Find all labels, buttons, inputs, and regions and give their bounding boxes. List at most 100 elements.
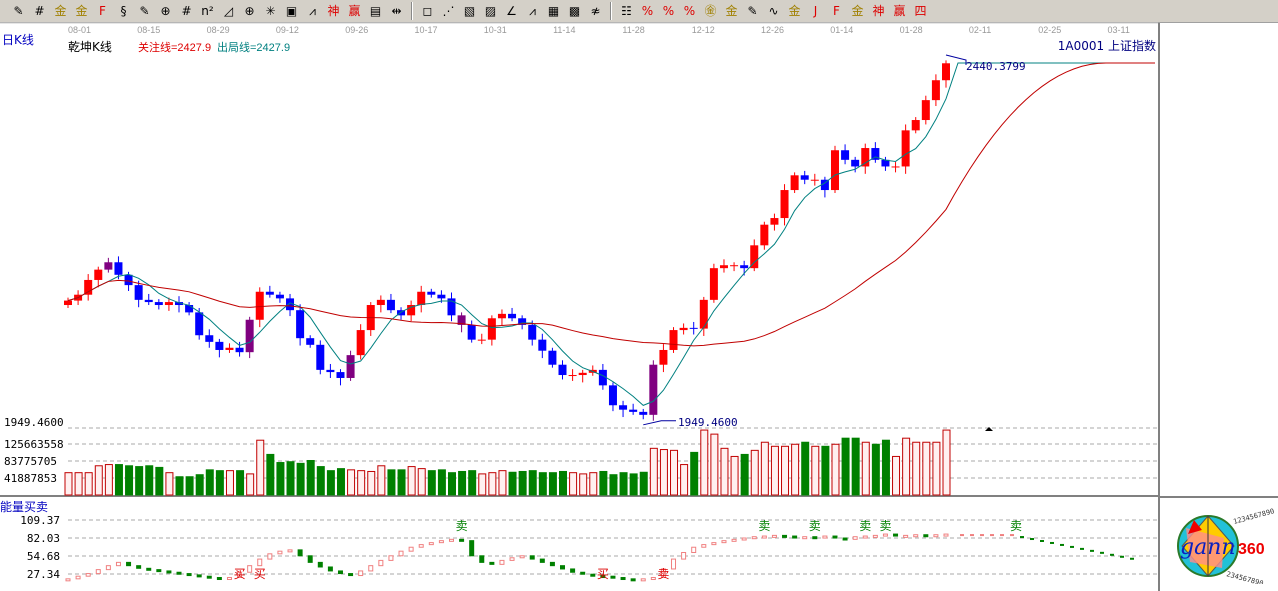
indicator-bar bbox=[741, 537, 747, 541]
indicator-axis-label: 27.34 bbox=[27, 568, 60, 581]
indicator-bar bbox=[903, 534, 909, 538]
volume-bar bbox=[114, 464, 123, 496]
gold-box-icon[interactable]: 金 bbox=[788, 4, 801, 18]
gold-coin-icon[interactable]: ㊎ bbox=[704, 4, 717, 18]
percent-lines-icon[interactable]: % bbox=[683, 4, 696, 18]
candle-body bbox=[709, 268, 718, 300]
indicator-bar bbox=[257, 558, 263, 567]
indicator-bar bbox=[388, 555, 394, 561]
pen-icon[interactable]: ✎ bbox=[13, 4, 24, 18]
volume-bar bbox=[730, 455, 739, 496]
indicator-projection bbox=[1030, 538, 1034, 541]
volume-bar bbox=[599, 470, 608, 496]
percent-icon[interactable]: % bbox=[662, 4, 675, 18]
square-star-icon[interactable]: ▣ bbox=[285, 4, 298, 18]
gold-fan-icon[interactable]: 金 bbox=[851, 4, 864, 18]
circle-grid-icon[interactable]: ⊕ bbox=[160, 4, 171, 18]
indicator-projection bbox=[1090, 549, 1094, 552]
pen2-icon[interactable]: ✎ bbox=[139, 4, 150, 18]
indicator-bar bbox=[146, 567, 152, 571]
sine-icon[interactable]: ∿ bbox=[768, 4, 779, 18]
ying-fan-icon[interactable]: 赢 bbox=[893, 4, 906, 18]
spiral-icon[interactable]: § bbox=[120, 4, 127, 18]
grid-square2-icon[interactable]: ▩ bbox=[568, 4, 581, 18]
shen-fan-icon[interactable]: 神 bbox=[872, 4, 885, 18]
toolbar: ✎ # 金金 F § ✎ ⊕ # n² ◿ ⊕ ✳ ▣ ⩘ 神赢 ▤ ⇹ ◻ ⋰ ▧ ▨ ∠ ⩘ ▦ ▩ ≉ ☷%%% ㊎金 ✎ ∿ 金 J F… bbox=[0, 0, 1278, 23]
width-icon[interactable]: ⇹ bbox=[391, 4, 402, 18]
candle-body bbox=[810, 179, 819, 181]
chart-canvas[interactable]: 2440.3799 1949.4600 1949.4600 125663558 8377… bbox=[0, 0, 1158, 591]
indicator-bar bbox=[267, 553, 273, 560]
candle-body bbox=[346, 355, 355, 378]
signal-sell-label: 卖 bbox=[657, 567, 669, 581]
indicator-projection bbox=[990, 534, 994, 537]
gold-icon[interactable]: 金 bbox=[54, 4, 67, 18]
n2-icon[interactable]: n² bbox=[201, 4, 214, 18]
candle-body bbox=[689, 327, 698, 329]
candle-body bbox=[467, 324, 476, 340]
high-price-label: 2440.3799 bbox=[966, 60, 1026, 73]
toolbar-separator bbox=[411, 2, 413, 20]
f-icon[interactable]: F bbox=[99, 4, 106, 18]
grid-square-icon[interactable]: ▦ bbox=[547, 4, 560, 18]
indicator-projection bbox=[1000, 534, 1004, 537]
candle-body bbox=[619, 405, 628, 410]
date-tick: 09-26 bbox=[345, 25, 369, 35]
volume-bar bbox=[326, 470, 335, 496]
ying-icon[interactable]: 赢 bbox=[348, 4, 361, 18]
triangle-icon[interactable]: ◿ bbox=[223, 4, 234, 18]
box-fan-icon[interactable]: ▧ bbox=[463, 4, 476, 18]
indicator-bar bbox=[186, 573, 192, 577]
volume-bar bbox=[649, 447, 658, 496]
volume-bar bbox=[155, 466, 164, 496]
volume-bar bbox=[720, 447, 729, 496]
svg-text:gann: gann bbox=[1180, 535, 1236, 560]
ruler-icon[interactable]: ▤ bbox=[369, 4, 382, 18]
fan-icon[interactable]: ⋰ bbox=[442, 4, 455, 18]
candle-body bbox=[578, 372, 587, 376]
pen-lines-icon[interactable]: ✎ bbox=[747, 4, 758, 18]
indicator-bar bbox=[802, 536, 808, 540]
candle-body bbox=[528, 324, 537, 340]
volume-bar bbox=[74, 472, 83, 496]
volume-bar bbox=[861, 441, 870, 496]
lines-icon[interactable]: # bbox=[181, 4, 192, 18]
volume-bar bbox=[256, 439, 265, 496]
gold-lines-icon[interactable]: 金 bbox=[725, 4, 738, 18]
f-fan-icon[interactable]: F bbox=[833, 4, 840, 18]
parallel-icon[interactable]: ≉ bbox=[590, 4, 601, 18]
box-icon[interactable]: ◻ bbox=[422, 4, 433, 18]
si-fan-icon[interactable]: 四 bbox=[914, 4, 927, 18]
ladder-icon[interactable]: ☷ bbox=[621, 4, 632, 18]
star-icon[interactable]: ✳ bbox=[265, 4, 276, 18]
candle-body bbox=[336, 372, 345, 378]
gold2-icon[interactable]: 金 bbox=[75, 4, 88, 18]
candle-body bbox=[659, 349, 668, 365]
indicator-bar bbox=[842, 537, 848, 541]
box-fan2-icon[interactable]: ▨ bbox=[484, 4, 497, 18]
candle-body bbox=[891, 166, 900, 168]
j-fan-icon[interactable]: J bbox=[813, 4, 818, 18]
indicator-axis-label: 82.03 bbox=[27, 532, 60, 545]
angle-icon[interactable]: ⩘ bbox=[309, 4, 316, 18]
indicator-bar bbox=[358, 570, 364, 577]
volume-bar bbox=[276, 462, 285, 496]
candle-body bbox=[740, 265, 749, 269]
target-icon[interactable]: ⊕ bbox=[244, 4, 255, 18]
indicator-bar bbox=[337, 570, 343, 575]
high-marker-line bbox=[945, 54, 967, 65]
candle-body bbox=[195, 312, 204, 336]
candle-body bbox=[800, 175, 809, 180]
candle-body bbox=[921, 100, 930, 121]
candle-body bbox=[215, 341, 224, 350]
angle-fan-icon[interactable]: ∠ bbox=[506, 4, 517, 18]
grid-icon[interactable]: # bbox=[34, 4, 45, 18]
indicator-bar bbox=[136, 565, 142, 569]
volume-bar bbox=[145, 465, 154, 496]
shen-icon[interactable]: 神 bbox=[327, 4, 340, 18]
wave-icon[interactable]: ⩘ bbox=[529, 4, 536, 18]
svg-text:234567890: 234567890 bbox=[1225, 570, 1264, 584]
percent-fan-icon[interactable]: % bbox=[641, 4, 654, 18]
volume-bar bbox=[94, 465, 103, 496]
candle-body bbox=[649, 364, 658, 415]
